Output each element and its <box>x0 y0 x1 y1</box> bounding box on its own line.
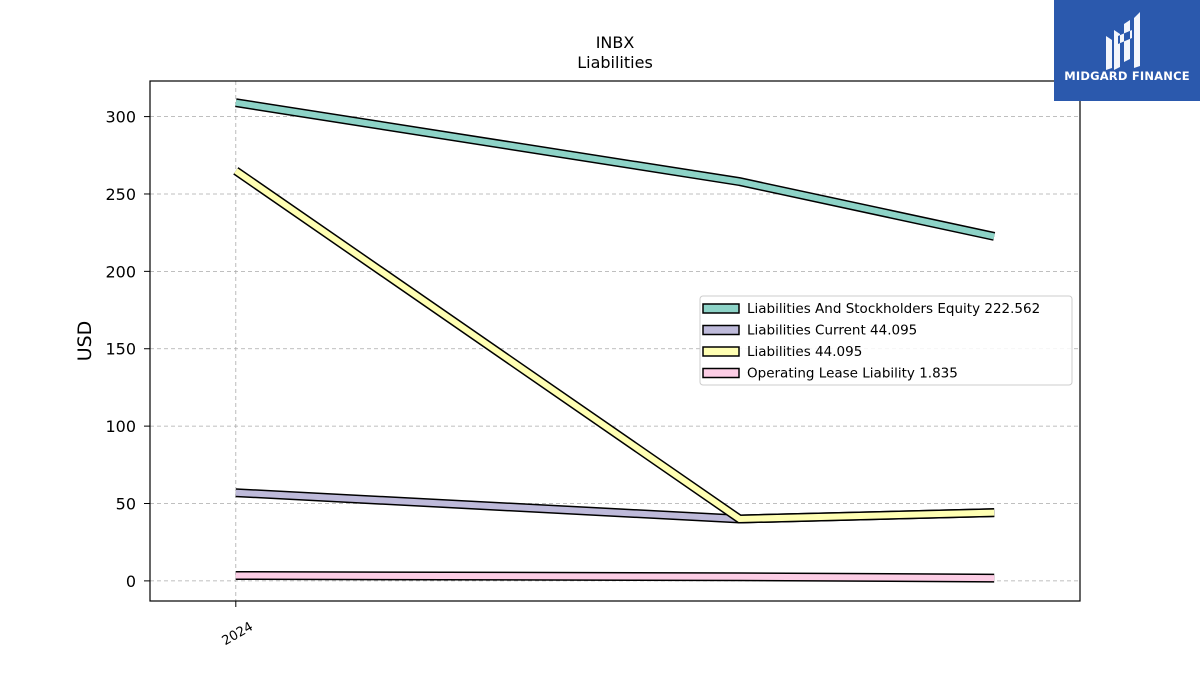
legend-swatch <box>702 367 740 379</box>
plot-frame <box>149 80 1081 602</box>
y-tick-label: 100 <box>105 417 136 436</box>
y-tick-label: 150 <box>105 340 136 359</box>
chart-title: INBX <box>596 33 635 52</box>
legend-entry: Liabilities 44.095 <box>747 344 862 360</box>
y-tick-label: 0 <box>126 572 136 591</box>
legend-swatch <box>702 303 740 314</box>
brand-logo-mark <box>1106 12 1140 70</box>
chart-subtitle: Liabilities <box>577 53 653 72</box>
y-tick-label: 250 <box>105 185 136 204</box>
legend: Liabilities And Stockholders Equity 222.… <box>699 295 1073 386</box>
brand-logo: MIDGARD FINANCE <box>1054 0 1200 101</box>
y-axis-ticks: 0 50 100 150 200 250 300 <box>105 108 150 591</box>
y-tick-label: 50 <box>116 495 136 514</box>
y-tick-label: 300 <box>105 108 136 127</box>
brand-name: MIDGARD FINANCE <box>1064 69 1190 83</box>
x-tick-label: 2024 <box>220 619 256 649</box>
series-line <box>235 99 995 240</box>
legend-swatch <box>702 346 740 357</box>
y-axis-label: USD <box>74 321 96 362</box>
y-tick-label: 200 <box>105 262 136 281</box>
legend-entry: Liabilities Current 44.095 <box>747 323 917 339</box>
legend-swatch <box>702 324 740 336</box>
legend-box <box>699 295 1073 386</box>
series-line <box>234 168 995 523</box>
x-axis-ticks: 2024 <box>220 601 256 649</box>
series-line <box>235 572 995 582</box>
legend-entry: Liabilities And Stockholders Equity 222.… <box>747 301 1040 317</box>
series-lines <box>233 98 996 583</box>
legend-entry: Operating Lease Liability 1.835 <box>747 366 958 382</box>
